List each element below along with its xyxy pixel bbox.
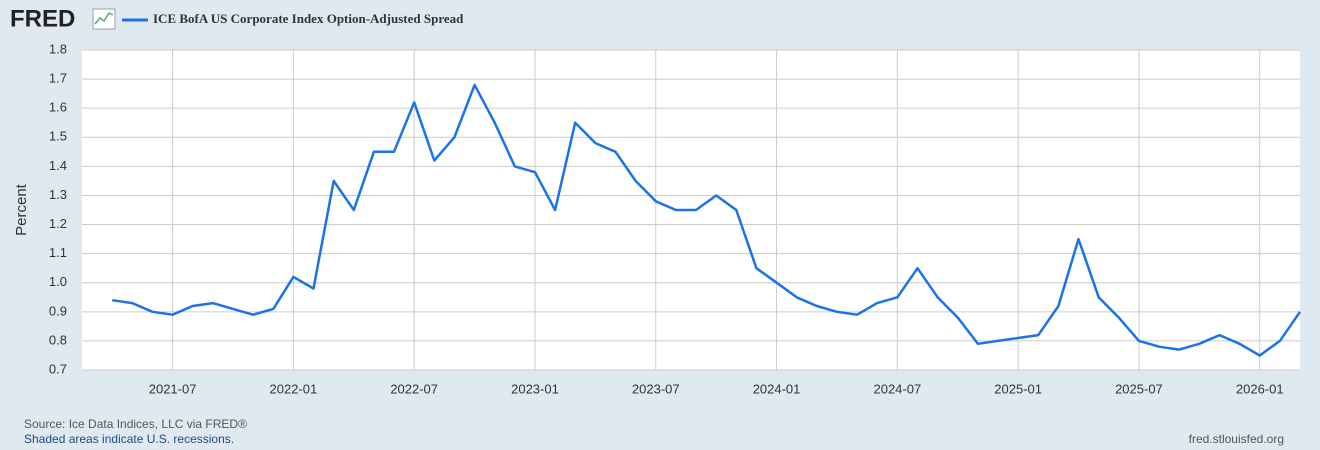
y-tick-label: 1.0 — [49, 274, 67, 289]
logo: FRED — [10, 5, 75, 32]
y-tick-label: 1.3 — [49, 187, 67, 202]
x-tick-label: 2021-07 — [149, 381, 197, 396]
x-tick-label: 2025-01 — [994, 381, 1042, 396]
y-tick-label: 1.1 — [49, 245, 67, 260]
x-tick-label: 2024-07 — [873, 381, 921, 396]
y-axis-label: Percent — [13, 183, 30, 236]
site: fred.stlouisfed.org — [1189, 432, 1284, 446]
y-tick-label: 0.8 — [49, 332, 67, 347]
x-tick-label: 2022-07 — [390, 381, 438, 396]
x-tick-label: 2022-01 — [270, 381, 318, 396]
x-tick-label: 2026-01 — [1236, 381, 1284, 396]
source: Source: Ice Data Indices, LLC via FRED® — [24, 417, 247, 431]
x-tick-label: 2025-07 — [1115, 381, 1163, 396]
logo-icon — [94, 12, 114, 25]
data-line — [112, 83, 1302, 357]
x-tick-label: 2023-01 — [511, 381, 559, 396]
logo-icon — [92, 8, 116, 30]
y-tick-label: 1.7 — [49, 71, 67, 86]
y-tick-label: 1.2 — [49, 216, 67, 231]
y-tick-label: 1.8 — [49, 41, 67, 56]
y-tick-label: 0.9 — [49, 303, 67, 318]
x-tick-label: 2023-07 — [632, 381, 680, 396]
legend-label: ICE BofA US Corporate Index Option-Adjus… — [153, 11, 464, 26]
y-tick-label: 0.7 — [49, 361, 67, 376]
y-tick-label: 1.4 — [49, 158, 67, 173]
y-tick-label: 1.5 — [49, 129, 67, 144]
y-tick-label: 1.6 — [49, 100, 67, 115]
x-tick-label: 2024-01 — [753, 381, 801, 396]
note: Shaded areas indicate U.S. recessions. — [24, 432, 234, 446]
